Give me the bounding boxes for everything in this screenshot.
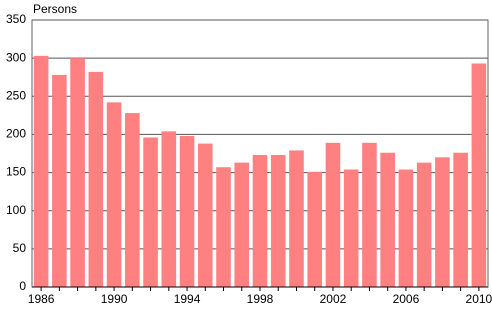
y-tick-label: 100 <box>6 203 26 217</box>
bar <box>197 143 213 287</box>
bar <box>453 152 468 287</box>
x-tick-label: 1986 <box>28 292 55 306</box>
bar <box>252 155 268 287</box>
y-tick-label: 200 <box>6 127 26 141</box>
bar <box>216 167 231 287</box>
bar <box>307 171 323 287</box>
bar <box>52 74 67 287</box>
bar <box>179 135 195 287</box>
bar <box>88 71 104 287</box>
x-tick-label: 2010 <box>466 292 492 306</box>
y-tick-label: 300 <box>6 50 26 64</box>
bar <box>289 150 304 287</box>
bar <box>70 58 85 288</box>
bar <box>270 155 286 287</box>
x-tick-label: 1990 <box>101 292 128 306</box>
y-tick-label: 0 <box>19 279 26 293</box>
bar <box>325 142 341 287</box>
bar <box>106 102 122 287</box>
bar <box>143 137 158 287</box>
x-tick-label: 2006 <box>393 292 420 306</box>
y-tick-label: 250 <box>6 88 26 102</box>
bar <box>33 55 49 288</box>
x-tick-label: 1994 <box>174 292 201 306</box>
y-tick-label: 350 <box>6 12 26 26</box>
bar <box>471 63 487 288</box>
bar <box>234 162 250 287</box>
bar <box>380 152 395 287</box>
x-tick-label: 1998 <box>247 292 274 306</box>
bar <box>362 142 377 287</box>
y-tick-label: 150 <box>6 165 26 179</box>
bar <box>343 169 359 287</box>
bar <box>398 169 414 287</box>
y-tick-label: 50 <box>13 241 27 255</box>
bar <box>161 131 177 287</box>
bar <box>416 162 432 287</box>
x-tick-label: 2002 <box>320 292 347 306</box>
bar <box>435 157 450 287</box>
bar <box>125 113 140 287</box>
y-axis-label: Persons <box>33 2 77 16</box>
